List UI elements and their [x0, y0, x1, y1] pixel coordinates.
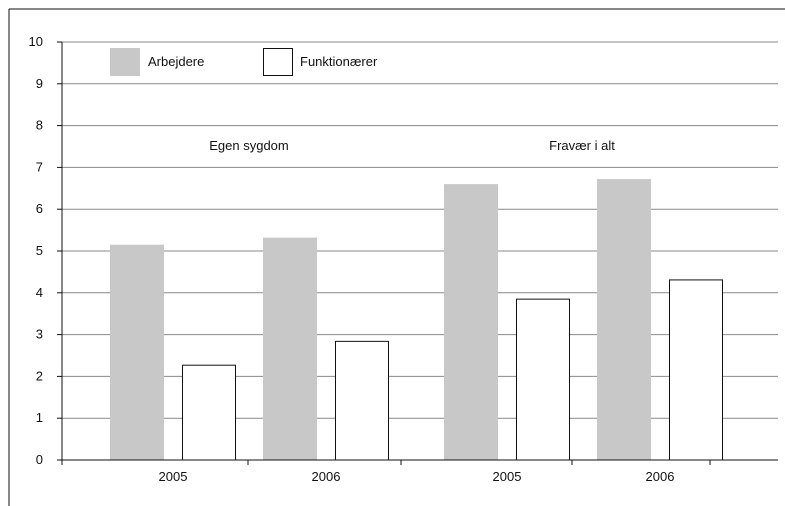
group-label: Egen sygdom: [209, 138, 289, 153]
bar-arbejdere: [263, 237, 317, 460]
y-tick-label: 10: [29, 34, 43, 49]
gridlines: [62, 41, 778, 419]
bar-funktionaerer: [335, 340, 389, 461]
y-tick-label: 2: [36, 368, 43, 383]
bar-arbejdere: [444, 184, 498, 460]
y-tick-label: 3: [36, 327, 43, 342]
bar-funktionaerer: [182, 364, 236, 461]
y-tick-label: 9: [36, 76, 43, 91]
y-tick-label: 7: [36, 159, 43, 174]
legend: Arbejdere Funktionærer: [110, 48, 378, 76]
legend-swatch-funktionaerer: [263, 48, 293, 76]
y-tick-label: 8: [36, 118, 43, 133]
legend-swatch-arbejdere: [110, 48, 140, 76]
y-tick-label: 6: [36, 201, 43, 216]
x-tick-label: 2006: [646, 469, 675, 484]
legend-label-arbejdere: Arbejdere: [148, 54, 204, 69]
y-axis: 0 1 2 3 4 5 6 7 8 9 10: [29, 34, 63, 467]
y-tick-label: 4: [36, 285, 43, 300]
x-tick-label: 2006: [312, 469, 341, 484]
x-axis: 2005 2006 2005 2006: [61, 459, 778, 484]
x-tick-label: 2005: [493, 469, 522, 484]
legend-label-funktionaerer: Funktionærer: [300, 54, 378, 69]
y-tick-label: 0: [36, 452, 43, 467]
bars: [110, 179, 723, 461]
y-tick-label: 5: [36, 243, 43, 258]
bar-funktionaerer: [516, 298, 570, 461]
y-tick-label: 1: [36, 410, 43, 425]
group-labels: Egen sygdom Fravær i alt: [209, 138, 615, 153]
bar-funktionaerer: [669, 279, 723, 461]
bar-arbejdere: [110, 244, 164, 460]
bar-arbejdere: [597, 179, 651, 460]
group-label: Fravær i alt: [549, 138, 615, 153]
x-tick-label: 2005: [159, 469, 188, 484]
